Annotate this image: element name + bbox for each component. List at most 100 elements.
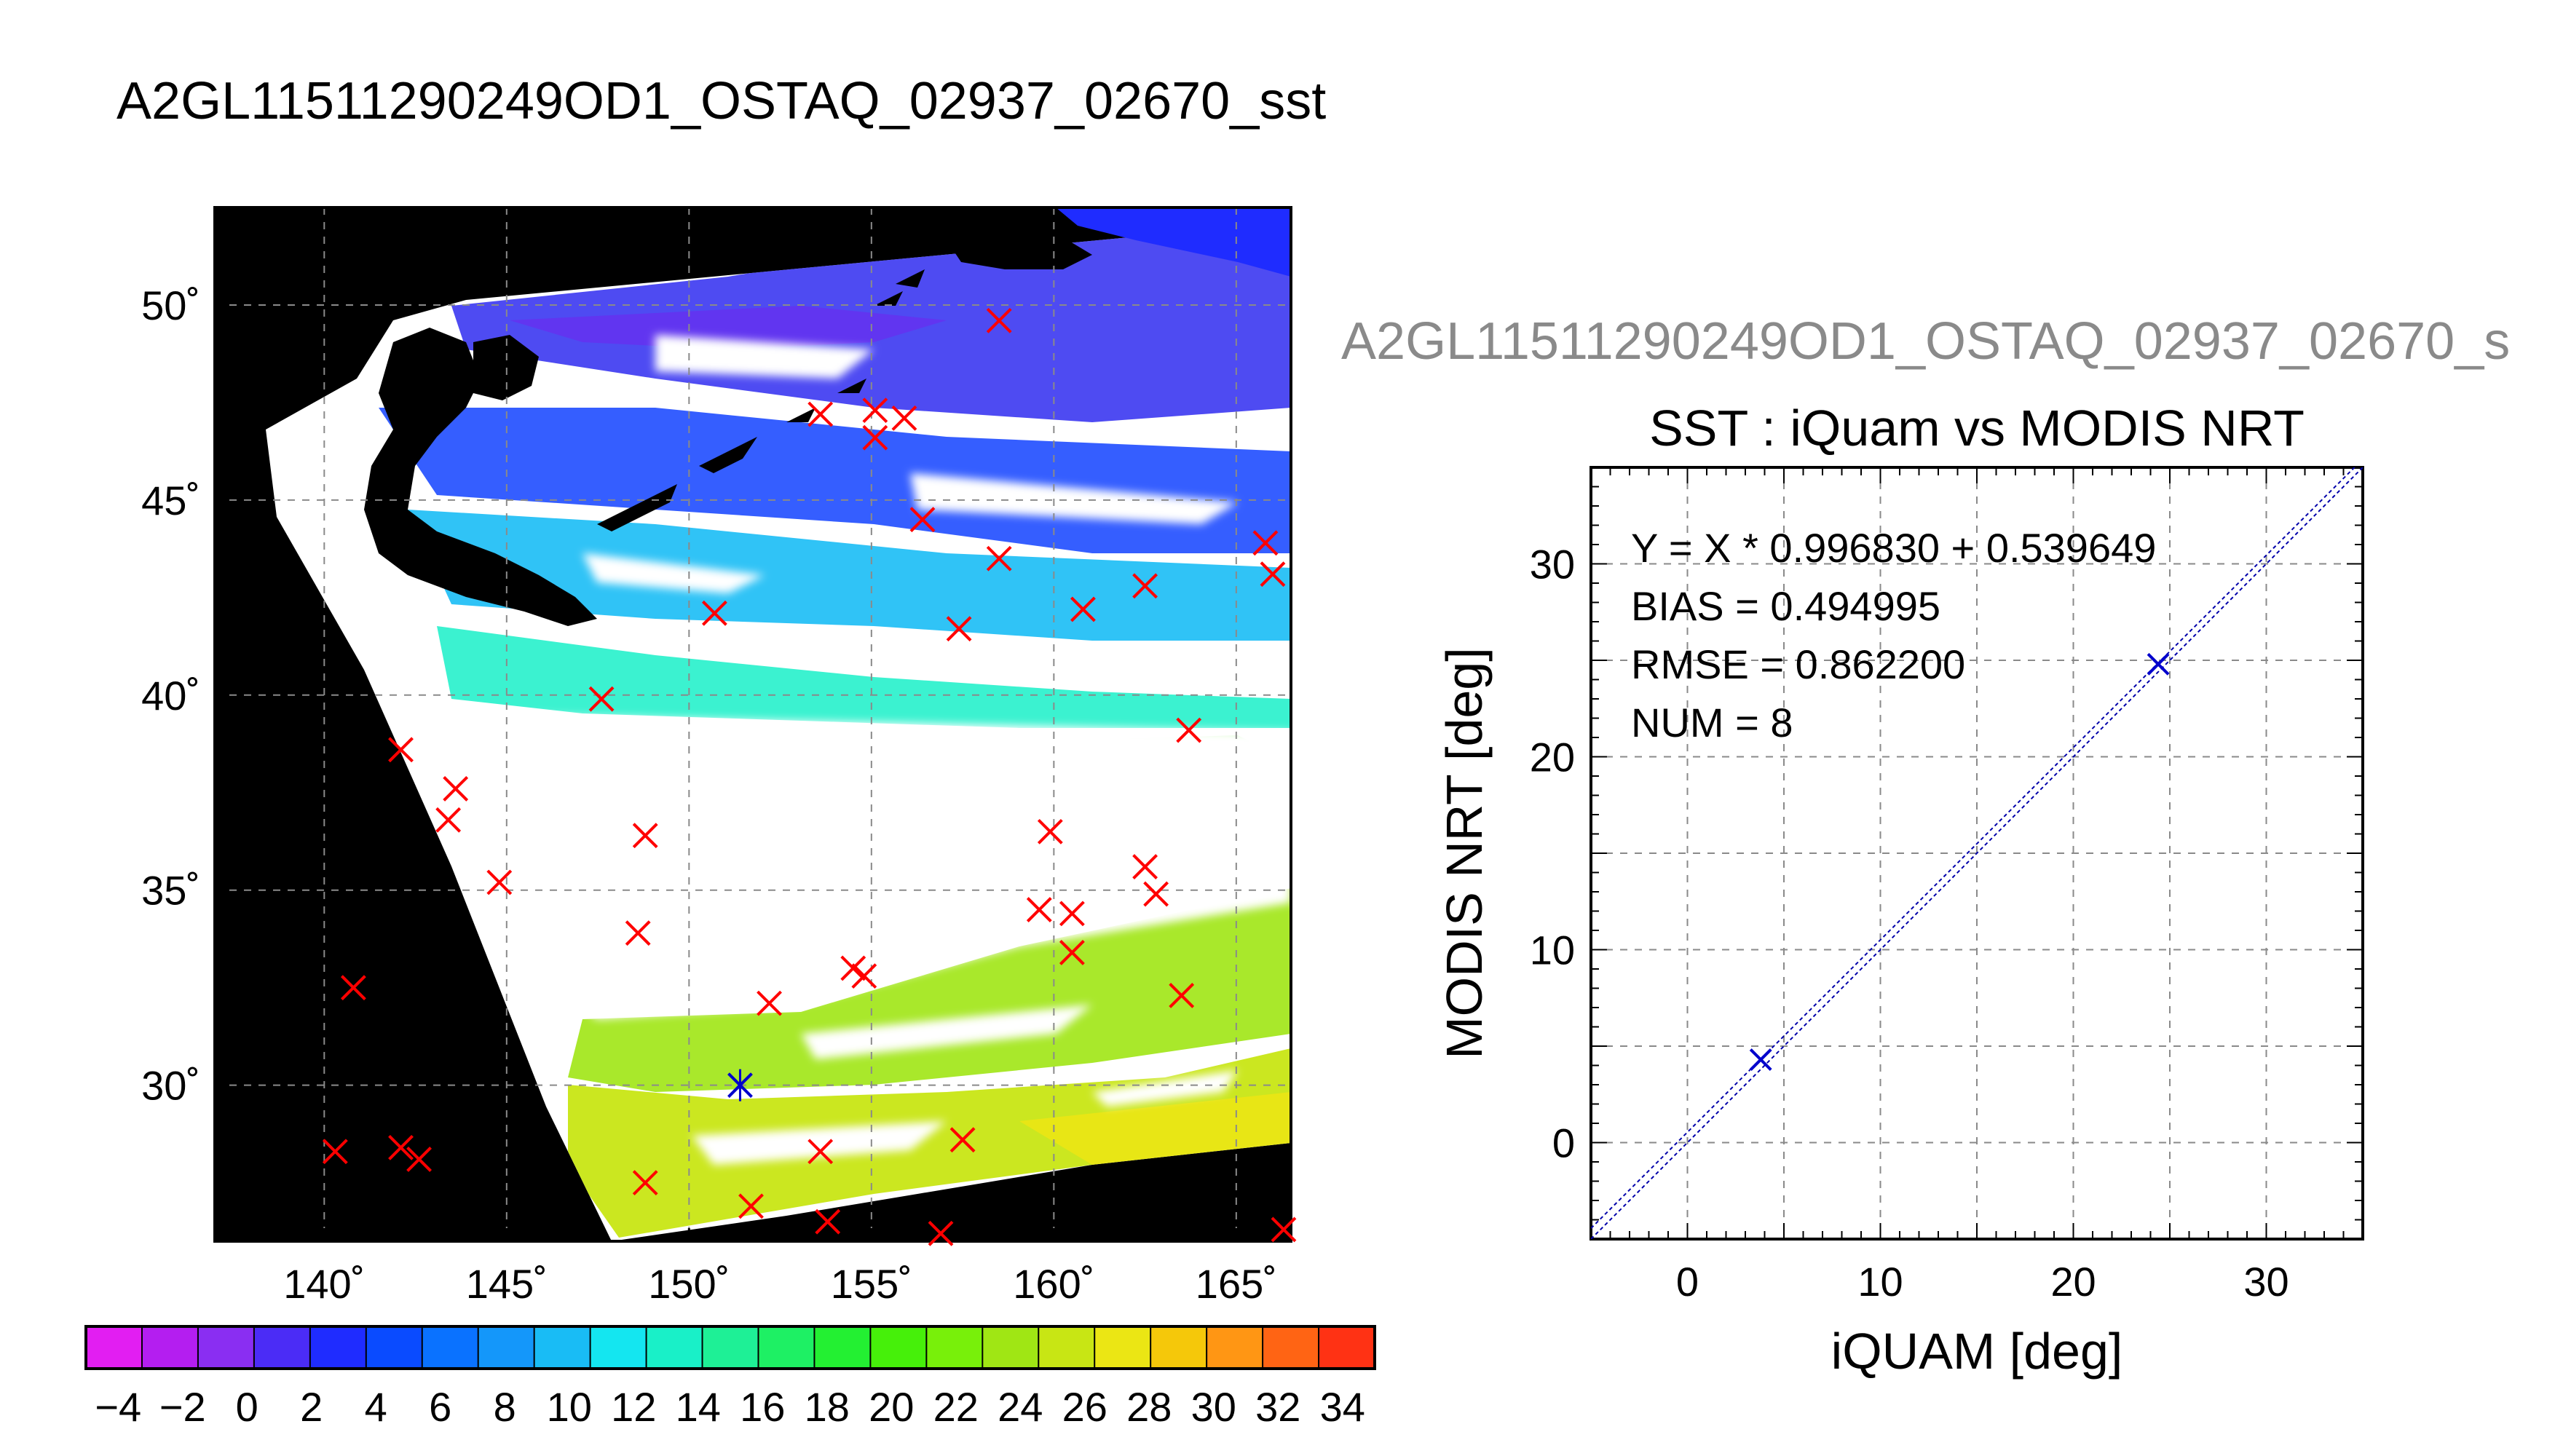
matchup-marker bbox=[588, 686, 615, 712]
matchup-marker bbox=[1132, 854, 1158, 879]
matchup-marker-stroke-b bbox=[1143, 881, 1169, 907]
scatter-y-tick-label: 20 bbox=[1530, 735, 1575, 780]
matchup-marker bbox=[632, 1170, 658, 1196]
map-y-tick-label: 40˚ bbox=[141, 673, 200, 719]
colorbar-tick-label: 20 bbox=[869, 1384, 914, 1430]
scatter-point bbox=[2147, 652, 2170, 676]
colorbar-tick-label: 12 bbox=[611, 1384, 656, 1430]
colorbar-segment bbox=[646, 1326, 703, 1369]
matchup-marker bbox=[986, 307, 1012, 333]
matchup-marker bbox=[701, 600, 727, 626]
matchup-marker bbox=[928, 1220, 954, 1246]
scatter-axes: 0 10 20 30 0 10 20 30 bbox=[1530, 542, 2289, 1305]
matchup-marker-stroke-b bbox=[1026, 897, 1052, 922]
map-y-tick-label: 50˚ bbox=[141, 282, 200, 328]
matchup-marker bbox=[388, 737, 414, 763]
matchup-marker bbox=[340, 975, 366, 1001]
matchup-marker bbox=[1252, 530, 1279, 556]
map-y-tick-label: 30˚ bbox=[141, 1063, 200, 1109]
colorbar-segment bbox=[197, 1326, 255, 1369]
colorbar-segment bbox=[1150, 1326, 1207, 1369]
colorbar-segment bbox=[590, 1326, 647, 1369]
matchup-marker-stroke-b bbox=[1037, 818, 1063, 844]
matchup-marker bbox=[840, 955, 866, 981]
matchup-marker-stroke-b bbox=[807, 1139, 834, 1165]
matchup-marker bbox=[949, 1127, 976, 1153]
scatter-y-label: MODIS NRT [deg] bbox=[1436, 647, 1493, 1059]
matchup-marker bbox=[1070, 596, 1096, 622]
matchup-marker-stroke-b bbox=[949, 1127, 976, 1153]
matchup-markers bbox=[322, 307, 1297, 1246]
matchup-marker-stroke-b bbox=[1271, 1216, 1297, 1243]
colorbar-tick-label: 30 bbox=[1191, 1384, 1236, 1430]
matchup-marker bbox=[1271, 1216, 1297, 1243]
scatter-point bbox=[1749, 1048, 1772, 1071]
matchup-marker-stroke-b bbox=[701, 600, 727, 626]
matchup-marker bbox=[1176, 717, 1202, 743]
scatter-x-label: iQUAM [deg] bbox=[1831, 1323, 2123, 1380]
map-x-axis: 140˚ 145˚ 150˚ 155˚ 160˚ 165˚ bbox=[283, 1228, 1277, 1307]
colorbar-segment bbox=[1319, 1326, 1375, 1369]
matchup-marker-stroke-b bbox=[986, 545, 1012, 571]
matchup-marker-stroke-b bbox=[1260, 561, 1286, 587]
colorbar-segment bbox=[814, 1326, 871, 1369]
colorbar-tick-label: 16 bbox=[740, 1384, 785, 1430]
colorbar-tick-label: 0 bbox=[236, 1384, 258, 1430]
matchup-marker-stroke-b bbox=[322, 1139, 348, 1165]
colorbar-tick-label: −4 bbox=[95, 1384, 141, 1430]
colorbar-segment bbox=[366, 1326, 423, 1369]
matchup-marker bbox=[862, 424, 888, 451]
matchup-marker bbox=[807, 401, 834, 427]
colorbar-segment bbox=[478, 1326, 535, 1369]
stats-annotation-line: Y = X * 0.996830 + 0.539649 bbox=[1631, 525, 2156, 571]
scatter-point-stroke-b bbox=[2147, 652, 2170, 676]
matchup-marker bbox=[1260, 561, 1286, 587]
colorbar: −4 −2 0 2 4 6 8 10 12 14 16 18 20 22 24 26 28 30 32 34 bbox=[84, 1325, 1376, 1430]
sst-map-panel: 140˚ 145˚ 150˚ 155˚ 160˚ 165˚ 30˚ 35˚ 40˚ 45˚ 50˚ bbox=[141, 206, 1297, 1307]
map-x-tick-label: 145˚ bbox=[466, 1261, 548, 1307]
scatter-y-tick-label: 0 bbox=[1552, 1120, 1575, 1166]
colorbar-frame bbox=[84, 1325, 1376, 1370]
highlight-marker bbox=[727, 1069, 753, 1101]
matchup-marker-stroke-b bbox=[946, 616, 972, 642]
matchup-marker bbox=[1132, 573, 1158, 599]
matchup-marker-stroke-b bbox=[588, 686, 615, 712]
matchup-marker-stroke-b bbox=[388, 1134, 414, 1160]
matchup-marker-stroke-b bbox=[1132, 573, 1158, 599]
figure-title: A2GL11511290249OD1_OSTAQ_02937_02670_sst bbox=[117, 72, 1327, 130]
matchup-marker-stroke-b bbox=[388, 737, 414, 763]
colorbar-tick-label: 28 bbox=[1126, 1384, 1172, 1430]
matchup-marker-stroke-b bbox=[1169, 983, 1195, 1008]
scatter-x-tick-label: 10 bbox=[1857, 1259, 1903, 1305]
colorbar-segment bbox=[1094, 1326, 1151, 1369]
colorbar-tick-label: 26 bbox=[1062, 1384, 1107, 1430]
colorbar-segment bbox=[1038, 1326, 1095, 1369]
matchup-marker-stroke-b bbox=[757, 990, 782, 1016]
colorbar-tick-label: −2 bbox=[159, 1384, 206, 1430]
matchup-marker bbox=[909, 507, 936, 533]
matchup-marker-stroke-b bbox=[891, 405, 917, 431]
scatter-point-stroke-b bbox=[1749, 1048, 1772, 1071]
matchup-marker bbox=[1143, 881, 1169, 907]
colorbar-segment bbox=[534, 1326, 591, 1369]
matchup-marker bbox=[1169, 983, 1195, 1008]
matchup-marker-stroke-b bbox=[738, 1193, 764, 1219]
matchup-marker bbox=[807, 1139, 834, 1165]
matchup-marker-stroke-b bbox=[1059, 940, 1085, 965]
stats-annotations: Y = X * 0.996830 + 0.539649 BIAS = 0.4949… bbox=[1631, 525, 2156, 745]
map-gridlines bbox=[215, 207, 1291, 1241]
matchup-marker-stroke-b bbox=[807, 401, 834, 427]
matchup-marker-stroke-b bbox=[928, 1220, 954, 1246]
colorbar-segment bbox=[758, 1326, 815, 1369]
matchup-marker-stroke-b bbox=[486, 869, 513, 895]
map-y-tick-label: 45˚ bbox=[141, 478, 200, 523]
matchup-marker bbox=[738, 1193, 764, 1219]
map-x-tick-label: 155˚ bbox=[831, 1261, 912, 1307]
land-mask bbox=[364, 207, 1291, 626]
matchup-marker-stroke-b bbox=[840, 955, 866, 981]
matchup-marker bbox=[435, 807, 462, 833]
matchup-marker-stroke-b bbox=[909, 507, 936, 533]
colorbar-tick-label: 10 bbox=[547, 1384, 592, 1430]
colorbar-segment bbox=[926, 1326, 983, 1369]
colorbar-segment bbox=[422, 1326, 479, 1369]
